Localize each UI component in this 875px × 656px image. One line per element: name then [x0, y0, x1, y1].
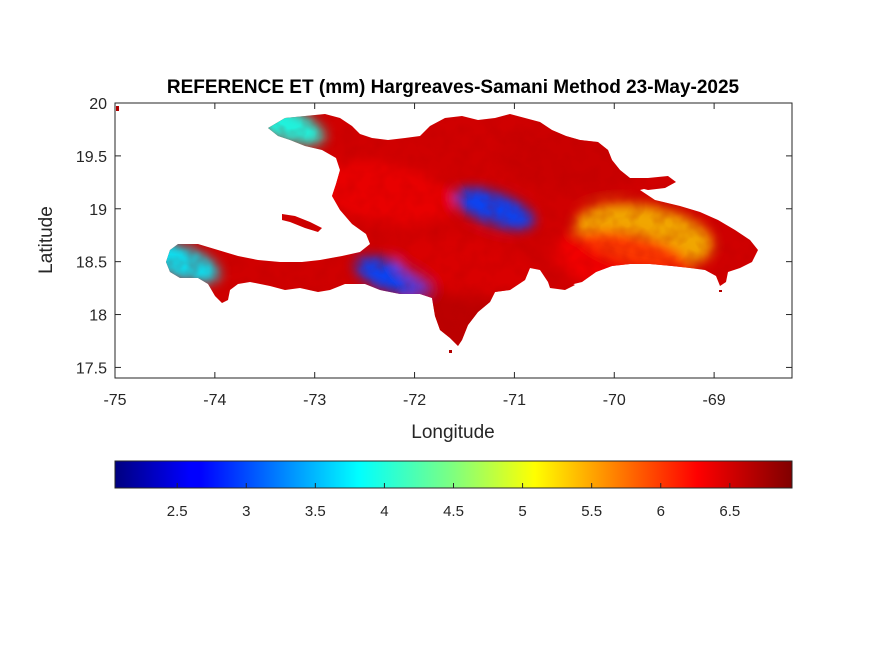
- y-tick-label: 20: [89, 96, 107, 113]
- colorbar-tick-label: 6: [657, 503, 665, 520]
- x-axis-label: Longitude: [411, 422, 494, 443]
- data-speck: [719, 290, 722, 292]
- colorbar-tick-label: 6.5: [719, 503, 740, 520]
- y-axis-label: Latitude: [36, 206, 57, 274]
- colorbar-tick-label: 4: [380, 503, 388, 520]
- y-axis: 17.5 18 18.5 19 19.5 20: [76, 96, 792, 377]
- x-tick-label: -75: [103, 392, 126, 409]
- y-tick-label: 19.5: [76, 149, 107, 166]
- x-axis: -75 -74 -73 -72 -71 -70 -69: [103, 103, 726, 409]
- x-tick-label: -73: [303, 392, 326, 409]
- axes-box: [114, 102, 793, 379]
- plot-area: -75 -74 -73 -72 -71 -70 -69 17.5 18 18.5 19 19.5 20: [76, 96, 793, 409]
- colorbar-tick-label: 5.5: [581, 503, 602, 520]
- chart-title: REFERENCE ET (mm) Hargreaves-Samani Meth…: [167, 77, 740, 98]
- data-speck: [116, 106, 119, 111]
- x-tick-label: -70: [603, 392, 626, 409]
- y-tick-label: 19: [89, 202, 107, 219]
- y-tick-label: 18: [89, 308, 107, 325]
- colorbar-tick-label: 4.5: [443, 503, 464, 520]
- colorbar-tick-label: 5: [518, 503, 526, 520]
- x-tick-label: -72: [403, 392, 426, 409]
- colorbar-tick-label: 3: [242, 503, 250, 520]
- data-speck: [449, 350, 452, 353]
- colorbar-tick-label: 2.5: [167, 503, 188, 520]
- x-tick-label: -74: [203, 392, 226, 409]
- y-tick-label: 18.5: [76, 255, 107, 272]
- colorbar-tick-label: 3.5: [305, 503, 326, 520]
- colorbar-ticks: 2.5 3 3.5 4 4.5 5 5.5 6 6.5: [167, 483, 740, 520]
- y-tick-label: 17.5: [76, 360, 107, 377]
- x-tick-label: -71: [503, 392, 526, 409]
- colorbar: 2.5 3 3.5 4 4.5 5 5.5 6 6.5: [114, 460, 793, 520]
- x-tick-label: -69: [703, 392, 726, 409]
